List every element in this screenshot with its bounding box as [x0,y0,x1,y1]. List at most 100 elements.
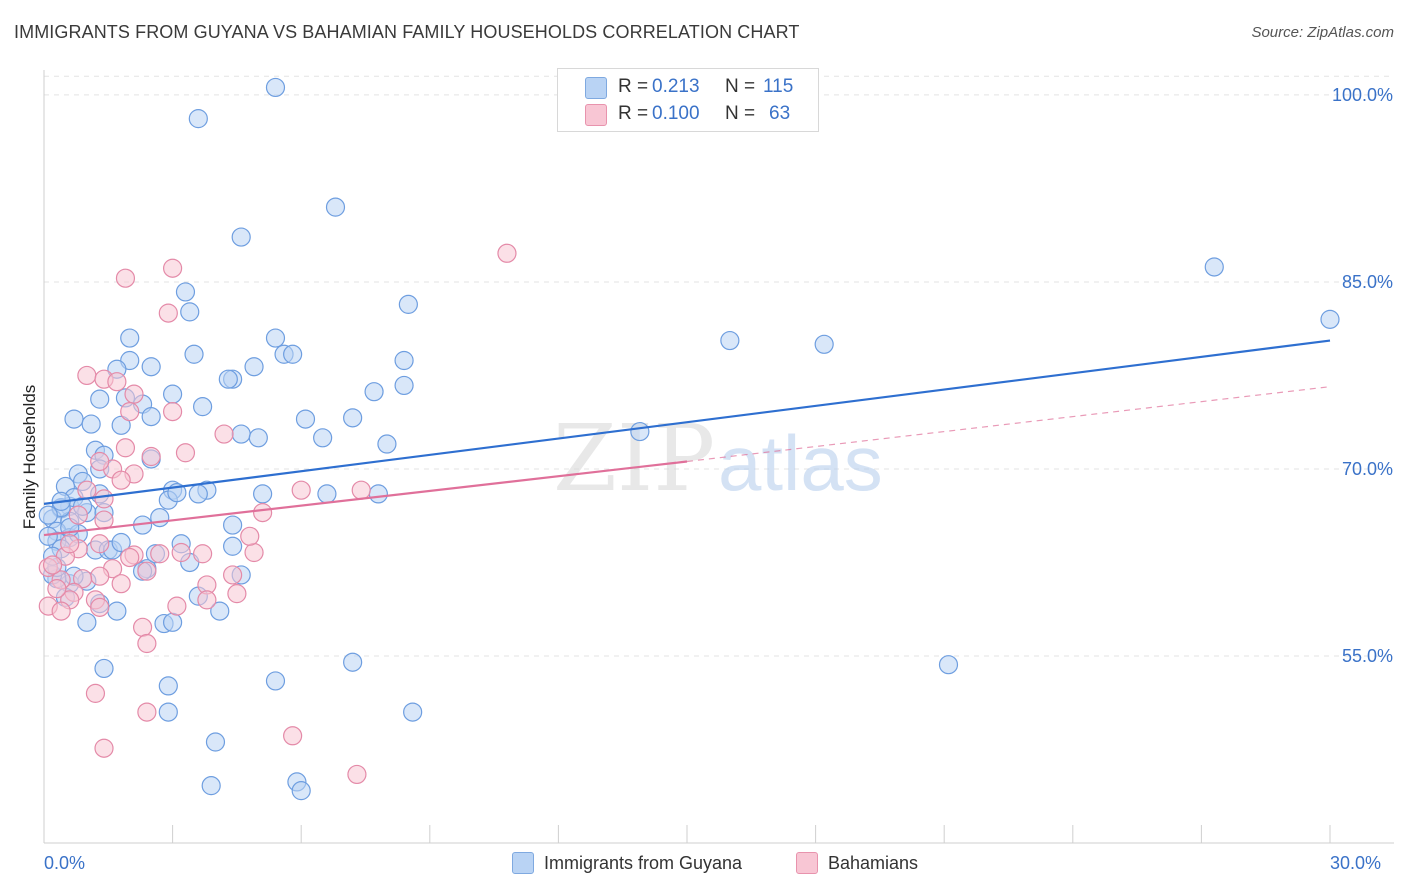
stats-legend-box: R = 0.213 N = 115 R = 0.100 N = 63 [557,68,819,132]
bahamians-point [141,446,161,467]
guyana-point [291,781,311,801]
stats-row-bahamians: R = 0.100 N = 63 [558,101,818,127]
guyana-point [313,428,333,448]
bahamians-point [223,565,243,585]
guyana-point [394,375,414,396]
bahamians-point [137,633,157,654]
guyana-point [201,776,221,796]
bahamians-point [497,243,517,263]
bahamians-point [163,402,183,422]
guyana-point [184,344,204,364]
bahamians-point [175,443,196,463]
bahamians-point [158,303,178,323]
y-tick-label: 70.0% [1342,459,1393,479]
guyana-point [90,389,110,409]
bahamians-point [120,547,140,568]
guyana-point [265,77,286,98]
bahamians-point [72,569,93,589]
guyana-point [265,671,286,691]
bahamians-point [77,365,97,386]
r-label: R = [618,103,649,124]
guyana-point [38,526,58,546]
guyana-point [364,382,384,402]
guyana-point [394,350,414,371]
guyana-point [163,384,183,404]
r-value: 0.100 [652,103,700,124]
guyana-point [81,414,101,434]
bahamians-point [94,489,114,509]
watermark-atlas: atlas [718,419,883,507]
guyana-point [163,612,183,632]
x-tick-label-min: 0.0% [44,853,86,873]
legend-label: Immigrants from Guyana [544,852,743,873]
guyana-point [158,676,178,696]
guyana-point [343,652,363,672]
bahamians-point [90,597,110,617]
y-tick-label: 85.0% [1342,272,1393,292]
bahamians-point [90,451,110,472]
guyana-point [150,507,170,528]
bahamians-point [94,738,114,758]
chart-title: IMMIGRANTS FROM GUYANA VS BAHAMIAN FAMIL… [14,22,800,42]
guyana-point [223,536,243,556]
bahamians-point [77,480,97,500]
n-value: 115 [763,76,794,97]
guyana-point [231,227,251,247]
bahamians-point [163,258,183,278]
guyana-point [244,357,264,377]
x-tick-label-max: 30.0% [1330,853,1382,873]
r-value: 0.213 [652,76,700,97]
bahamians-point [347,764,367,785]
bahamians-point [227,584,247,604]
guyana-point [398,294,418,314]
guyana-point [248,428,268,448]
legend-item-bahamians[interactable]: Bahamians [796,852,918,874]
guyana-point [295,409,316,429]
bahamians-point [107,372,127,392]
guyana-point [94,658,114,679]
bahamians-point [214,424,234,444]
legend-label: Bahamians [828,852,919,873]
bahamians-point [137,702,157,722]
guyana-point [265,328,286,348]
guyana-point [38,505,58,525]
guyana-point [120,328,140,348]
bahamians-point [115,268,136,288]
bahamians-point [85,683,106,703]
guyana-point [205,732,226,752]
pink-swatch [796,852,818,874]
guyana-point [107,601,127,621]
guyana-point [377,434,397,454]
bahamians-point [42,555,63,575]
bahamians-point [47,579,67,599]
guyana-point [188,484,208,504]
guyana-point [218,369,238,389]
guyana-point [317,484,337,504]
bahamians-point [132,617,153,637]
bahamians-point [68,505,88,525]
bahamians-point [90,566,110,586]
guyana-point [368,484,388,504]
guyana-point [403,702,423,722]
guyana-point [193,397,213,417]
bahamians-point [253,503,273,523]
bahamians-point [111,574,131,594]
blue-swatch [512,852,534,874]
pink-swatch [585,104,607,126]
bahamians-point [351,480,371,500]
bahamians-point [137,561,157,581]
blue-swatch [585,77,607,99]
legend-item-guyana[interactable]: Immigrants from Guyana [512,852,742,874]
guyana-point [283,344,303,364]
guyana-point [325,197,346,217]
y-tick-label: 55.0% [1342,646,1393,666]
bahamians-point [240,526,260,546]
bahamians-point [193,544,213,564]
guyana-point [111,532,131,553]
guyana-point [141,407,161,427]
y-tick-label: 100.0% [1332,85,1393,105]
guyana-point [111,415,131,435]
guyana-point [1320,309,1340,329]
guyana-point [158,702,178,722]
guyana-point [223,515,243,535]
